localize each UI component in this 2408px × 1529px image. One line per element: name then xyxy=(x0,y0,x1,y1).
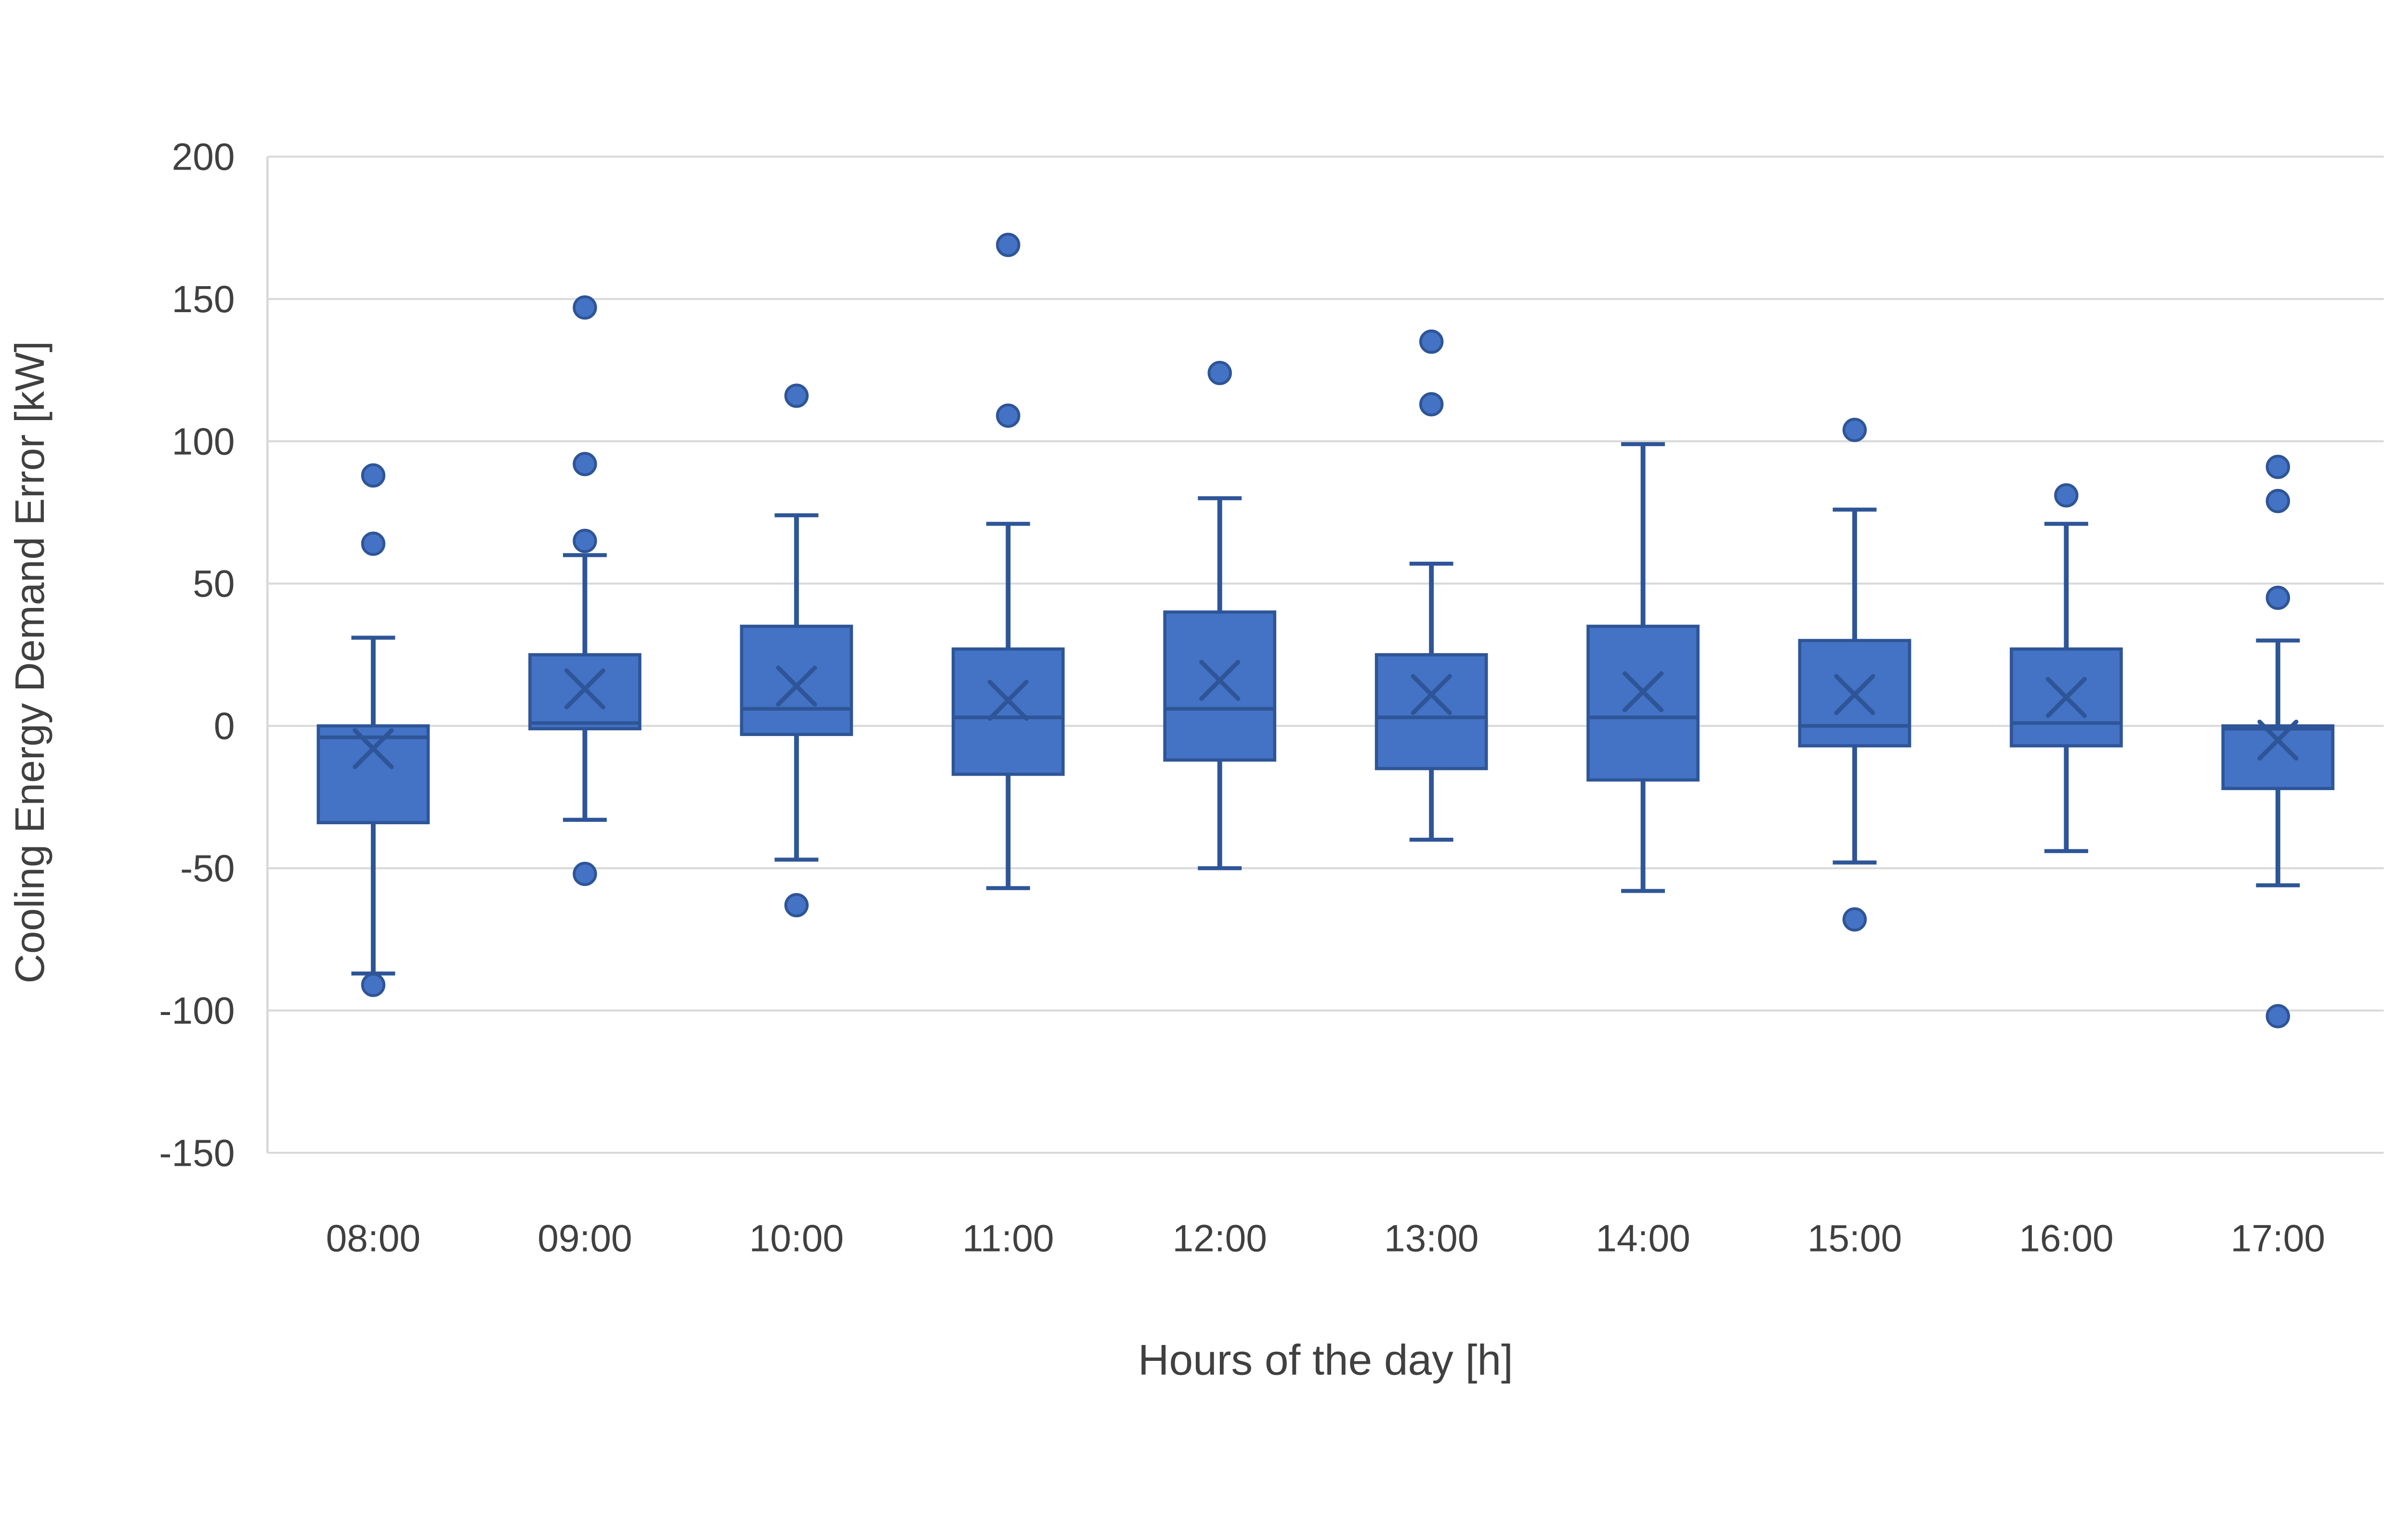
outlier-dot xyxy=(573,295,597,320)
y-tick-label--150: -150 xyxy=(159,1132,235,1174)
box-group-14:00 xyxy=(1586,442,1700,893)
y-axis-title: Cooling Energy Demand Error [kW] xyxy=(7,341,53,984)
box-group-16:00 xyxy=(2010,483,2123,853)
box-group-12:00 xyxy=(1163,361,1277,870)
box-group-09:00 xyxy=(528,295,641,886)
outlier-dot xyxy=(784,893,809,918)
outlier-dot xyxy=(1419,392,1444,417)
mean-x-marker xyxy=(987,680,1029,721)
x-axis-ticks: 08:00 09:00 10:00 11:00 12:00 13:00 14:00 15:00… xyxy=(326,1217,2325,1260)
iqr-box xyxy=(1586,624,1700,782)
mean-x-marker xyxy=(2257,719,2299,761)
mean-x-marker xyxy=(1411,674,1452,715)
outlier-dot xyxy=(2265,585,2290,610)
iqr-box xyxy=(316,724,430,825)
outlier-dot xyxy=(1207,361,1232,385)
y-axis-ticks: 200 150 100 50 0 -50 -100 -150 xyxy=(159,135,235,1174)
y-tick-label-100: 100 xyxy=(172,420,235,462)
y-tick-label--100: -100 xyxy=(159,989,235,1032)
iqr-box xyxy=(2221,724,2335,791)
box-group-10:00 xyxy=(740,383,853,918)
outlier-dot xyxy=(573,528,597,554)
outlier-dot xyxy=(784,383,809,408)
x-tick-label-15:00: 15:00 xyxy=(1807,1217,1902,1260)
box-group-11:00 xyxy=(951,233,1065,890)
mean-x-marker xyxy=(1199,659,1241,701)
mean-x-marker xyxy=(564,668,605,710)
outlier-dot xyxy=(2265,1004,2290,1028)
iqr-box xyxy=(740,624,853,736)
x-tick-label-11:00: 11:00 xyxy=(962,1217,1054,1260)
mean-x-marker xyxy=(353,728,394,769)
outlier-dot xyxy=(573,861,597,886)
x-tick-label-14:00: 14:00 xyxy=(1596,1217,1690,1260)
outlier-dot xyxy=(573,452,597,476)
box-group-17:00 xyxy=(2221,455,2335,1028)
outlier-dot xyxy=(996,403,1021,428)
x-tick-label-09:00: 09:00 xyxy=(537,1217,632,1260)
mean-x-marker xyxy=(1834,674,1875,715)
iqr-box xyxy=(951,647,1065,776)
x-tick-label-10:00: 10:00 xyxy=(749,1217,844,1260)
outlier-dot xyxy=(2265,488,2290,514)
iqr-box xyxy=(1163,610,1277,762)
box-group-08:00 xyxy=(316,463,430,997)
x-tick-label-16:00: 16:00 xyxy=(2019,1217,2113,1260)
y-tick-label-0: 0 xyxy=(214,705,235,747)
mean-x-marker xyxy=(1623,671,1664,712)
outlier-dot xyxy=(1842,907,1867,932)
iqr-box xyxy=(1374,653,1488,770)
box-group-13:00 xyxy=(1374,330,1488,842)
x-tick-label-12:00: 12:00 xyxy=(1173,1217,1267,1260)
outlier-dot xyxy=(1842,418,1867,442)
x-tick-label-08:00: 08:00 xyxy=(326,1217,420,1260)
x-axis-title: Hours of the day [h] xyxy=(1138,1336,1513,1384)
box-group-15:00 xyxy=(1798,418,1911,932)
y-tick-label--50: -50 xyxy=(180,847,235,890)
box-series xyxy=(316,233,2335,1028)
outlier-dot xyxy=(996,233,1021,257)
outlier-dot xyxy=(2054,483,2079,508)
x-tick-label-17:00: 17:00 xyxy=(2231,1217,2325,1260)
outlier-dot xyxy=(1419,330,1444,354)
outlier-dot xyxy=(361,463,386,488)
y-tick-label-150: 150 xyxy=(172,278,235,320)
outlier-dot xyxy=(2265,455,2290,479)
y-tick-label-50: 50 xyxy=(193,563,235,605)
x-tick-label-13:00: 13:00 xyxy=(1384,1217,1479,1260)
outlier-dot xyxy=(361,973,386,997)
mean-x-marker xyxy=(2045,677,2087,718)
outlier-dot xyxy=(361,531,386,556)
mean-x-marker xyxy=(776,665,817,707)
y-tick-label-200: 200 xyxy=(172,135,235,178)
